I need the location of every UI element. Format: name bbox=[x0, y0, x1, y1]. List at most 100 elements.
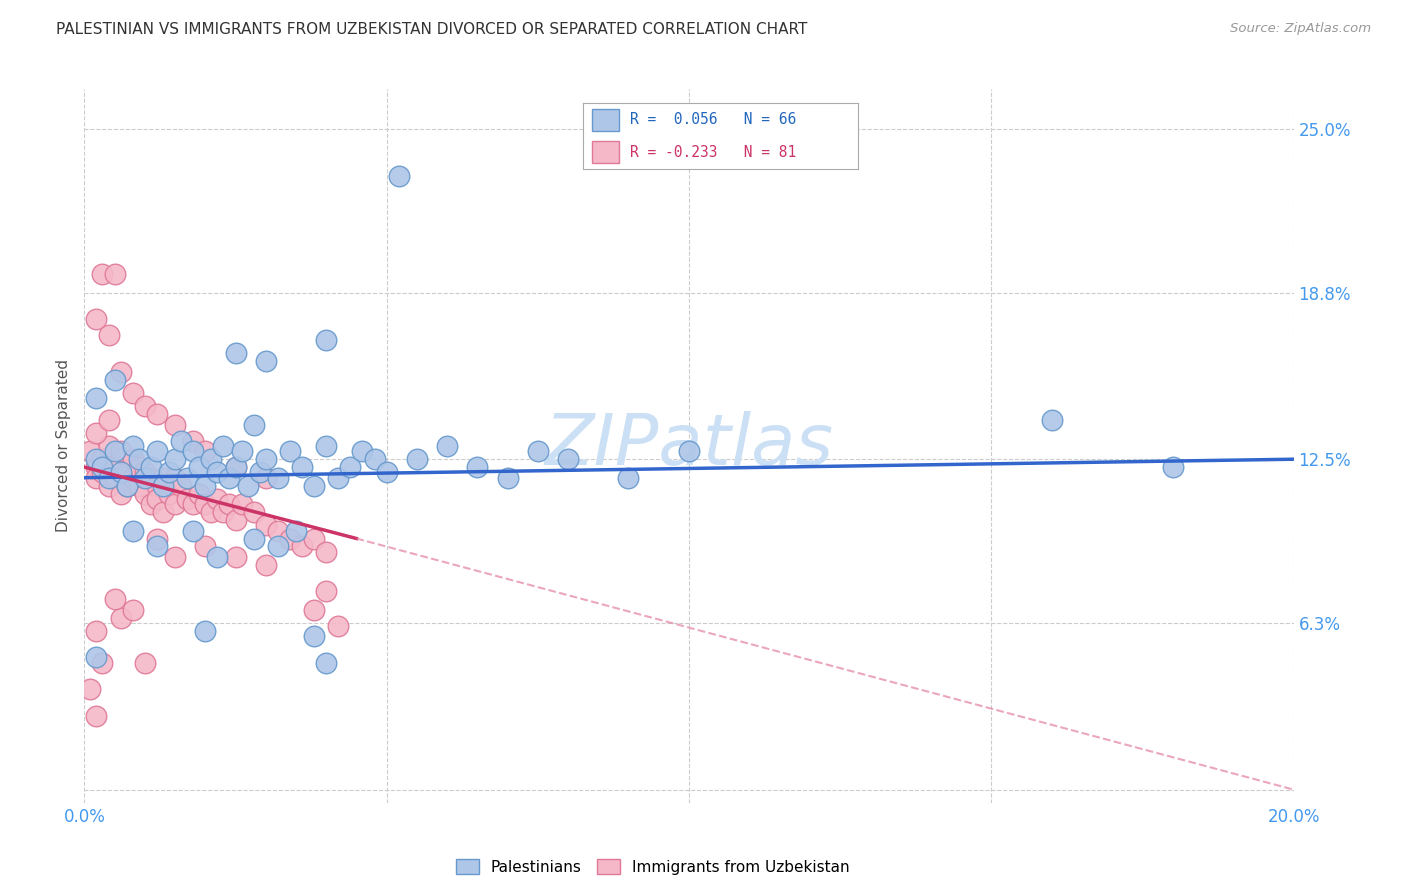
Point bbox=[254, 354, 277, 368]
Point bbox=[181, 497, 204, 511]
Point bbox=[86, 471, 108, 485]
Point bbox=[242, 505, 264, 519]
Point bbox=[86, 650, 108, 665]
Point bbox=[152, 505, 174, 519]
Point bbox=[242, 532, 264, 546]
Point bbox=[134, 486, 156, 500]
Point bbox=[104, 592, 127, 607]
Point bbox=[97, 412, 120, 426]
Point bbox=[139, 497, 162, 511]
Point bbox=[104, 444, 127, 458]
Point bbox=[315, 656, 337, 670]
Point bbox=[315, 439, 337, 453]
Point bbox=[406, 452, 429, 467]
Point bbox=[218, 471, 240, 485]
Point bbox=[134, 471, 156, 485]
Point bbox=[527, 444, 550, 458]
Point bbox=[97, 328, 120, 343]
Point bbox=[328, 618, 350, 632]
Point bbox=[128, 452, 150, 467]
Point bbox=[97, 439, 120, 453]
Point bbox=[302, 629, 325, 643]
Point bbox=[388, 169, 411, 184]
Point bbox=[91, 460, 114, 475]
Point bbox=[115, 466, 138, 480]
Point bbox=[254, 471, 277, 485]
Point bbox=[165, 549, 187, 564]
Point bbox=[146, 407, 169, 421]
Point bbox=[86, 392, 108, 406]
Point bbox=[302, 532, 325, 546]
Point bbox=[302, 603, 325, 617]
Point bbox=[339, 460, 361, 475]
Point bbox=[225, 513, 247, 527]
Point bbox=[176, 471, 198, 485]
Point bbox=[181, 524, 204, 538]
Point bbox=[170, 434, 193, 448]
Point bbox=[86, 425, 108, 440]
Point bbox=[79, 682, 101, 697]
Point bbox=[176, 491, 198, 506]
Point bbox=[86, 452, 108, 467]
Y-axis label: Divorced or Separated: Divorced or Separated bbox=[56, 359, 72, 533]
Point bbox=[207, 466, 229, 480]
Point bbox=[146, 532, 169, 546]
Point bbox=[139, 460, 162, 475]
Legend: Palestinians, Immigrants from Uzbekistan: Palestinians, Immigrants from Uzbekistan bbox=[450, 853, 856, 880]
Point bbox=[249, 466, 271, 480]
Point bbox=[212, 505, 235, 519]
Point bbox=[194, 478, 217, 492]
Point bbox=[115, 478, 138, 492]
Point bbox=[121, 452, 143, 467]
Point bbox=[278, 532, 301, 546]
Point bbox=[218, 497, 240, 511]
Point bbox=[212, 439, 235, 453]
Point bbox=[134, 656, 156, 670]
Point bbox=[617, 471, 640, 485]
Point bbox=[188, 460, 211, 475]
Point bbox=[363, 452, 385, 467]
Point bbox=[146, 491, 169, 506]
Point bbox=[86, 708, 108, 723]
Text: R = -0.233   N = 81: R = -0.233 N = 81 bbox=[630, 145, 796, 160]
Point bbox=[315, 333, 337, 347]
Point bbox=[328, 471, 350, 485]
Point bbox=[291, 460, 314, 475]
Point bbox=[436, 439, 458, 453]
Point bbox=[157, 486, 180, 500]
Point bbox=[97, 478, 120, 492]
Point bbox=[157, 466, 180, 480]
Point bbox=[91, 267, 114, 281]
Point bbox=[207, 491, 229, 506]
Point bbox=[128, 478, 150, 492]
Point bbox=[79, 444, 101, 458]
Point bbox=[152, 478, 174, 492]
Point bbox=[165, 452, 187, 467]
Point bbox=[165, 471, 187, 485]
Point bbox=[146, 478, 169, 492]
Point bbox=[152, 471, 174, 485]
Point bbox=[165, 497, 187, 511]
Point bbox=[110, 365, 132, 379]
Point bbox=[91, 466, 114, 480]
Point bbox=[194, 497, 217, 511]
Text: R =  0.056   N = 66: R = 0.056 N = 66 bbox=[630, 112, 796, 128]
Point bbox=[115, 478, 138, 492]
Point bbox=[254, 518, 277, 533]
Point bbox=[194, 540, 217, 554]
Point bbox=[267, 524, 290, 538]
Point bbox=[278, 444, 301, 458]
Text: ZIPatlas: ZIPatlas bbox=[544, 411, 834, 481]
Point bbox=[134, 466, 156, 480]
Point bbox=[139, 471, 162, 485]
Point bbox=[104, 267, 127, 281]
Point bbox=[86, 624, 108, 638]
Point bbox=[1040, 412, 1063, 426]
Point bbox=[315, 584, 337, 599]
Point bbox=[678, 444, 700, 458]
Point bbox=[285, 524, 308, 538]
Point bbox=[86, 312, 108, 326]
Point bbox=[225, 460, 247, 475]
Point bbox=[194, 624, 217, 638]
Point bbox=[146, 540, 169, 554]
